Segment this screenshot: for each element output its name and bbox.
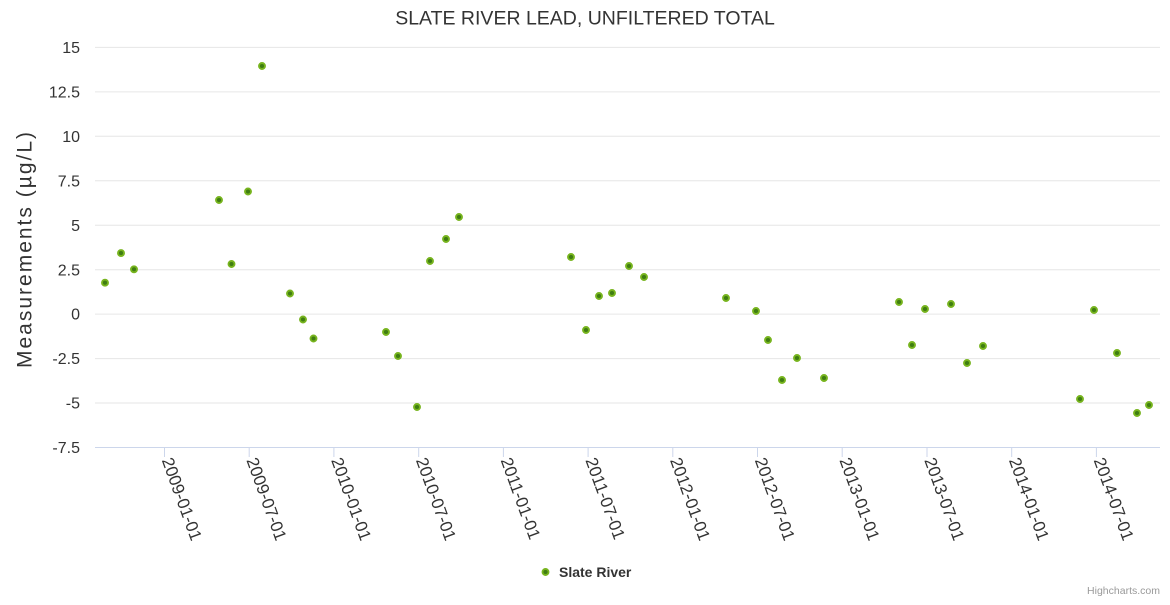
svg-text:-7.5: -7.5: [52, 440, 80, 457]
svg-text:Measurements (µg/L): Measurements (µg/L): [14, 130, 37, 368]
svg-text:7.5: 7.5: [58, 173, 80, 190]
svg-text:2.5: 2.5: [58, 262, 80, 279]
svg-text:15: 15: [62, 40, 80, 57]
svg-text:0: 0: [71, 307, 80, 324]
svg-text:-2.5: -2.5: [52, 351, 80, 368]
svg-text:12.5: 12.5: [49, 85, 80, 102]
svg-text:Slate River: Slate River: [559, 564, 632, 580]
svg-text:10: 10: [62, 129, 80, 146]
svg-text:Highcharts.com: Highcharts.com: [1087, 585, 1160, 597]
svg-text:5: 5: [71, 218, 80, 235]
svg-text:SLATE RIVER LEAD, UNFILTERED T: SLATE RIVER LEAD, UNFILTERED TOTAL: [395, 8, 775, 30]
svg-text:-5: -5: [66, 396, 80, 413]
